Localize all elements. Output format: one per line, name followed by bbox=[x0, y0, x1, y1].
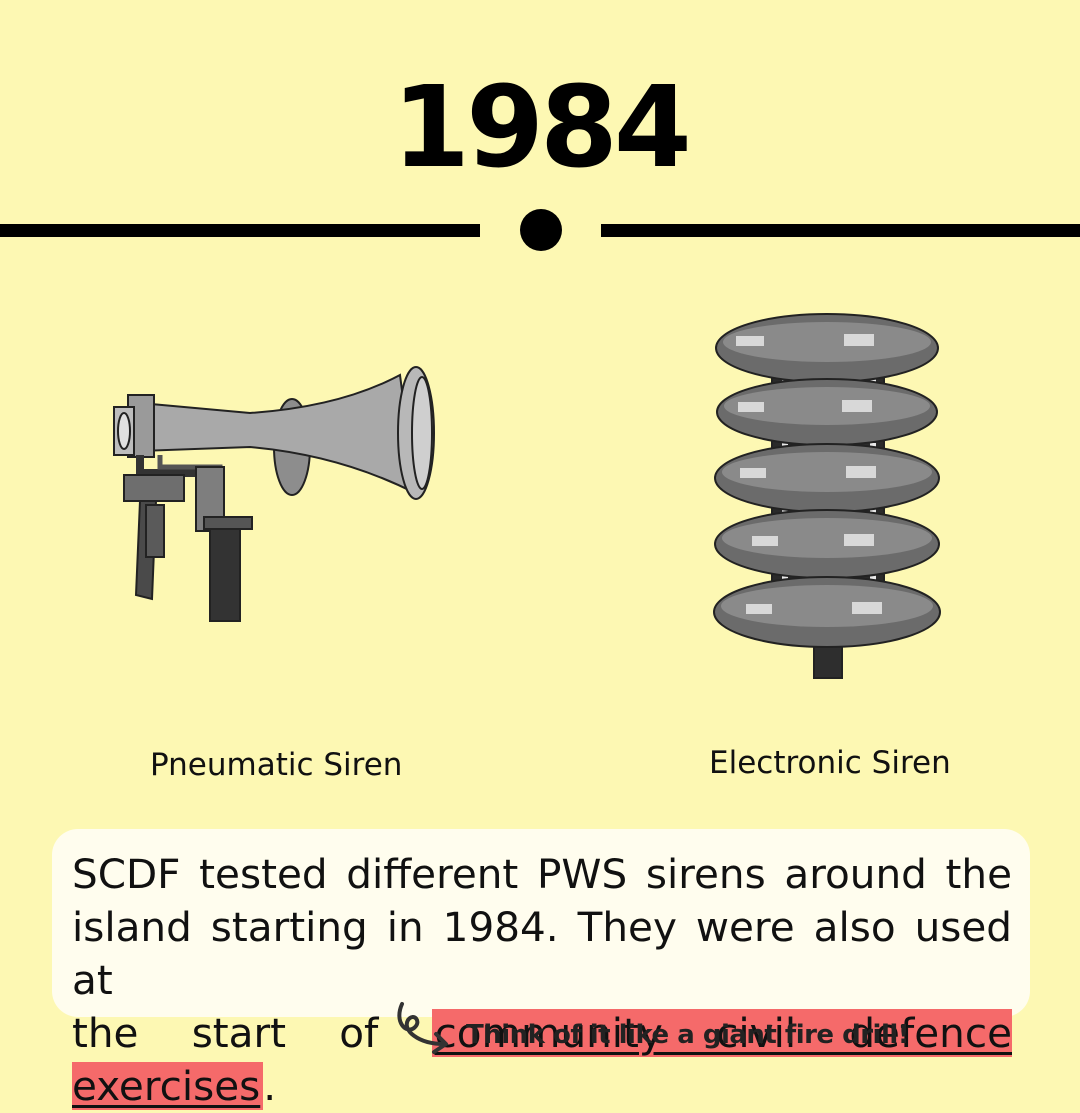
description-line-2: island starting in 1984. They were also … bbox=[72, 901, 1012, 1007]
description-line-3-end: . bbox=[263, 1062, 276, 1110]
pneumatic-siren-icon bbox=[100, 355, 445, 635]
electronic-siren-icon bbox=[712, 310, 944, 682]
timeline-line-left bbox=[0, 224, 480, 237]
description-text: SCDF tested different PWS sirens around … bbox=[72, 848, 1012, 1113]
description-line-1: SCDF tested different PWS sirens around … bbox=[72, 848, 1012, 901]
electronic-siren-caption: Electronic Siren bbox=[709, 745, 951, 781]
year-heading: 1984 bbox=[0, 72, 1080, 184]
timeline-line-right bbox=[601, 224, 1080, 237]
timeline-dot bbox=[520, 209, 562, 251]
description-line-3-start: the start of bbox=[72, 1009, 432, 1057]
curly-arrow-icon bbox=[392, 1000, 456, 1060]
fire-drill-note: Think of it like a giant fire drill! bbox=[466, 1020, 909, 1050]
pneumatic-siren-caption: Pneumatic Siren bbox=[150, 747, 402, 783]
